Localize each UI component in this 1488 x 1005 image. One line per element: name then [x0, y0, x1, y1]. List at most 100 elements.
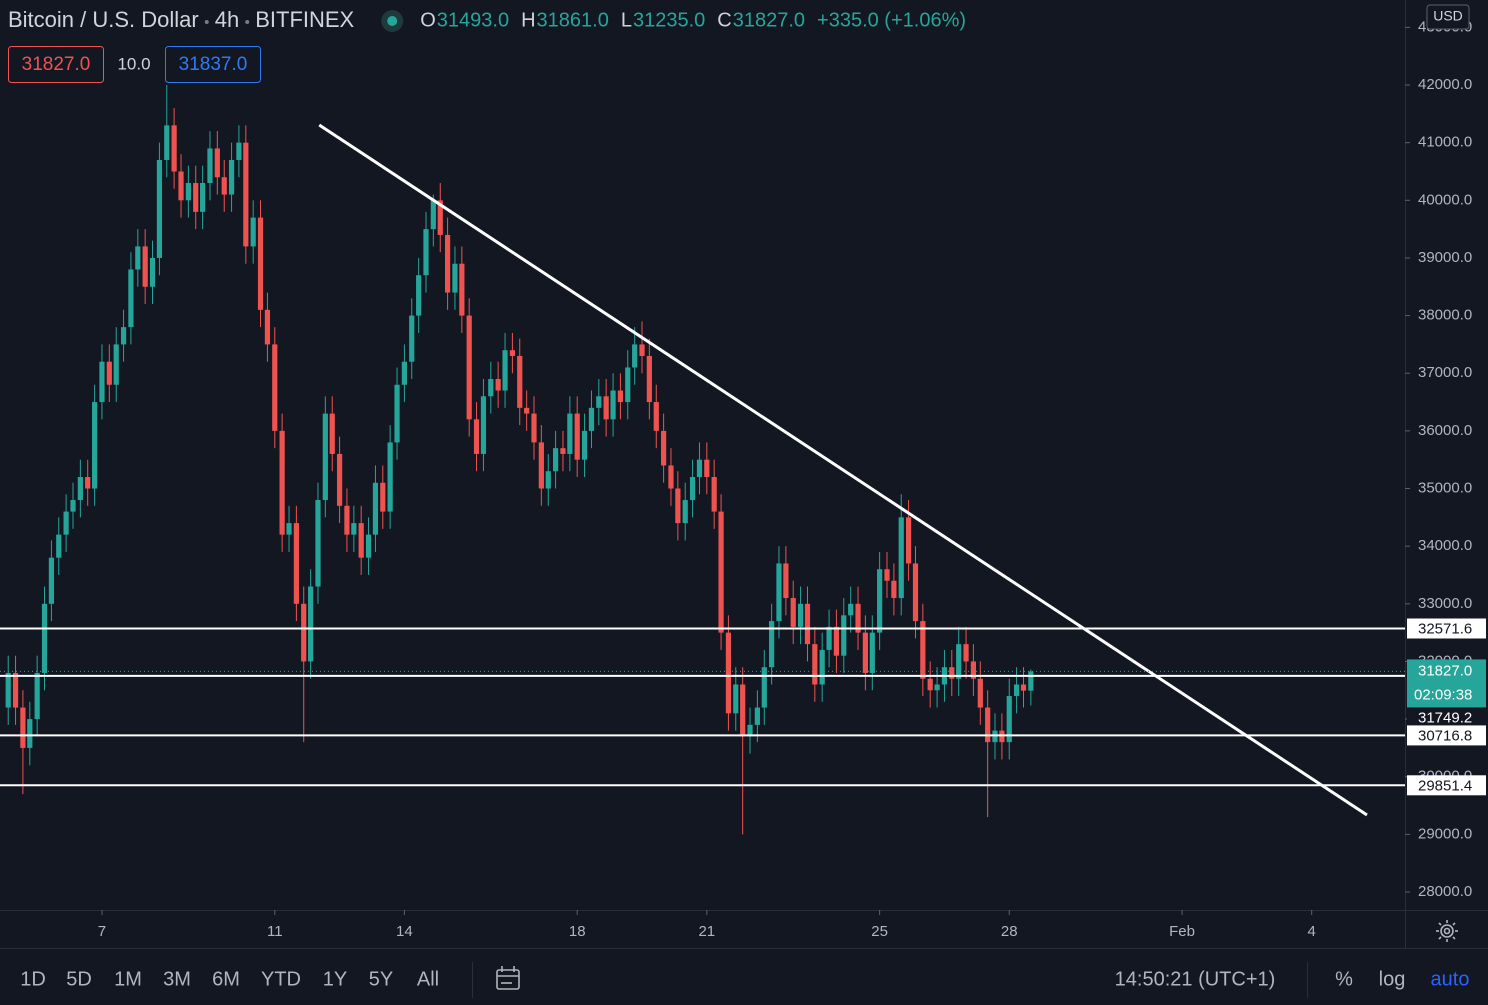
- candle-body: [200, 183, 206, 212]
- buy-price[interactable]: 31837.0: [179, 54, 248, 75]
- ohlc-value: 31827.0: [733, 9, 805, 31]
- candle-body: [336, 453, 343, 506]
- range-button[interactable]: YTD: [261, 968, 301, 990]
- clock: 14:50:21 (UTC+1): [1115, 968, 1276, 990]
- candle-body: [365, 534, 372, 558]
- candle-body: [956, 644, 962, 679]
- x-tick-label: Feb: [1169, 923, 1195, 940]
- y-tick-label: 28000.0: [1418, 883, 1472, 900]
- range-button[interactable]: 3M: [163, 968, 191, 990]
- candle-body: [898, 517, 904, 599]
- candle-body: [113, 344, 119, 385]
- range-button[interactable]: 1Y: [323, 968, 347, 990]
- candle-body: [877, 569, 883, 633]
- candle-body: [733, 684, 739, 714]
- y-tick-label: 39000.0: [1418, 249, 1472, 266]
- candle-body: [70, 500, 76, 512]
- candle-body: [682, 500, 688, 524]
- candle-body: [77, 476, 83, 501]
- ohlc-key: O: [420, 9, 436, 31]
- sell-price[interactable]: 31827.0: [22, 54, 91, 75]
- ohlc-value: 31235.0: [633, 9, 705, 31]
- candle-body: [833, 626, 840, 656]
- candle-body: [689, 476, 696, 501]
- range-button[interactable]: 6M: [212, 968, 240, 990]
- range-button[interactable]: 5D: [66, 968, 92, 990]
- candle-body: [848, 603, 854, 616]
- candle-body: [92, 402, 98, 489]
- exchange: BITFINEX: [255, 7, 354, 32]
- candle-body: [826, 626, 832, 650]
- separator-dot: [204, 20, 209, 24]
- x-tick-label: 18: [569, 923, 586, 940]
- candle-body: [221, 177, 227, 195]
- candle-body: [250, 217, 256, 247]
- candle-body: [344, 505, 350, 535]
- range-button[interactable]: All: [417, 968, 439, 990]
- candle-body: [315, 500, 321, 587]
- spread: 10.0: [117, 54, 150, 73]
- candle-body: [776, 563, 782, 622]
- settings-icon[interactable]: [1436, 920, 1458, 942]
- buy-box[interactable]: [165, 46, 261, 83]
- candle-body: [668, 465, 674, 489]
- candle-body: [41, 603, 48, 673]
- candle-body: [581, 430, 588, 460]
- legend-header: Bitcoin / U.S. Dollar 4h BITFINEX O 31493.0 H…: [8, 7, 966, 83]
- candle-body: [725, 632, 732, 714]
- candle-body: [185, 183, 191, 201]
- y-tick-label: 37000.0: [1418, 364, 1472, 381]
- candle-body: [1028, 671, 1034, 691]
- candle-body: [524, 407, 530, 414]
- goto-date-icon[interactable]: [496, 966, 520, 990]
- candle-body: [711, 476, 717, 512]
- y-tick-label: 35000.0: [1418, 479, 1472, 496]
- candle-body: [531, 413, 537, 443]
- candle-body: [653, 402, 659, 431]
- candle-body: [293, 523, 299, 604]
- candle-body: [387, 442, 393, 512]
- candle-body: [63, 511, 69, 535]
- candle-body: [409, 315, 415, 362]
- candle-body: [920, 621, 926, 679]
- candle-body: [985, 707, 991, 743]
- candle-body: [790, 598, 796, 627]
- last-price-box: [1407, 659, 1486, 708]
- level-label-box: [1407, 618, 1486, 639]
- candle-body: [351, 523, 357, 535]
- candle-body: [970, 661, 976, 679]
- candle-body: [855, 603, 861, 633]
- candle-body: [747, 724, 753, 737]
- candle-body: [329, 413, 335, 454]
- currency-label: USD: [1433, 8, 1463, 24]
- candle-body: [567, 413, 573, 454]
- candle-body: [20, 707, 26, 748]
- candle-body: [452, 263, 458, 293]
- candle-body: [236, 142, 242, 160]
- scale-option[interactable]: %: [1335, 968, 1353, 990]
- candle-body: [740, 684, 746, 737]
- range-button[interactable]: 5Y: [369, 968, 393, 990]
- candle-body: [661, 430, 667, 466]
- candle-body: [135, 246, 141, 270]
- level-label-box: [1407, 707, 1486, 728]
- candle-body: [322, 413, 328, 501]
- candle-body: [423, 229, 429, 276]
- candle-body: [142, 246, 148, 287]
- range-button[interactable]: 1M: [114, 968, 142, 990]
- range-button[interactable]: 1D: [20, 968, 46, 990]
- y-tick-label: 33000.0: [1418, 595, 1472, 612]
- candle-body: [963, 644, 969, 662]
- candle-body: [1020, 684, 1027, 691]
- y-tick-label: 29000.0: [1418, 825, 1472, 842]
- x-tick-label: 4: [1308, 923, 1316, 940]
- candle-body: [1006, 696, 1012, 743]
- scale-option[interactable]: log: [1379, 968, 1406, 990]
- candle-body: [156, 159, 163, 258]
- scale-option[interactable]: auto: [1431, 968, 1470, 990]
- candle-body: [466, 315, 472, 420]
- candle-body: [257, 217, 264, 310]
- sell-box[interactable]: [8, 46, 104, 83]
- candle-body: [12, 672, 19, 708]
- candle-body: [444, 234, 451, 293]
